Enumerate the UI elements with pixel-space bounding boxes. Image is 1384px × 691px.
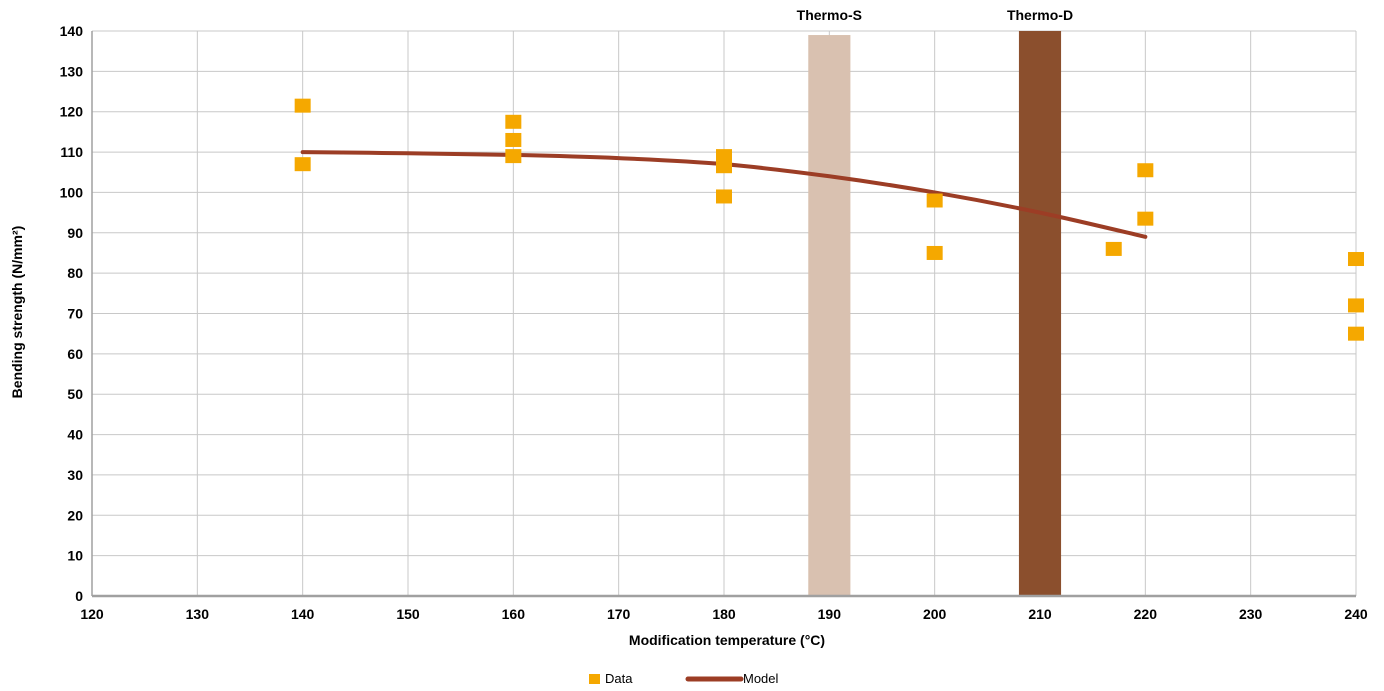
band-thermo-d — [1018, 31, 1062, 596]
y-tick-label: 40 — [67, 427, 83, 443]
y-tick-label: 20 — [67, 507, 83, 523]
x-tick-label: 190 — [818, 606, 842, 622]
y-tick-label: 60 — [67, 346, 83, 362]
data-point — [505, 149, 522, 164]
y-tick-label: 10 — [67, 548, 83, 564]
x-tick-label: 140 — [291, 606, 315, 622]
x-tick-label: 230 — [1239, 606, 1263, 622]
y-tick-label: 80 — [67, 265, 83, 281]
x-tick-label: 200 — [923, 606, 947, 622]
legend-data-marker — [589, 674, 600, 684]
y-tick-label: 120 — [60, 104, 84, 120]
y-tick-label: 70 — [67, 306, 83, 322]
y-axis-title: Bending strength (N/mm²) — [9, 226, 25, 399]
x-axis-title: Modification temperature (°C) — [629, 632, 825, 648]
grid — [91, 30, 1357, 596]
data-point — [716, 189, 732, 204]
data-point — [505, 114, 522, 129]
data-point — [716, 159, 732, 174]
legend-model-label: Model — [743, 671, 779, 686]
data-point — [1105, 241, 1122, 256]
x-tick-label: 240 — [1344, 606, 1368, 622]
legend: Data Model — [589, 671, 779, 686]
x-tick-label: 130 — [186, 606, 210, 622]
data-point — [1348, 326, 1364, 341]
data-point — [505, 132, 522, 147]
y-tick-label: 130 — [60, 63, 84, 79]
y-tick-label: 90 — [67, 225, 83, 241]
band-label: Thermo-D — [1007, 7, 1073, 23]
data-point — [926, 193, 943, 208]
data-point — [294, 157, 311, 172]
x-tick-label: 180 — [712, 606, 736, 622]
x-tick-label: 120 — [80, 606, 104, 622]
y-tick-label: 110 — [60, 144, 83, 160]
x-tick-label: 220 — [1134, 606, 1158, 622]
band-label: Thermo-S — [797, 7, 862, 23]
data-point — [926, 245, 943, 260]
x-tick-label: 160 — [502, 606, 526, 622]
x-tick-label: 150 — [396, 606, 420, 622]
legend-data-label: Data — [605, 671, 633, 686]
y-tick-label: 30 — [67, 467, 83, 483]
y-tick-label: 50 — [67, 386, 83, 402]
axes — [91, 31, 1356, 598]
x-tick-label: 210 — [1028, 606, 1052, 622]
data-series — [294, 98, 1364, 341]
data-point — [1137, 211, 1154, 226]
data-point — [1137, 163, 1154, 178]
y-tick-label: 140 — [60, 23, 84, 39]
y-tick-label: 0 — [75, 588, 83, 604]
x-tick-label: 170 — [607, 606, 631, 622]
tick-labels: 120 130 140 150 160 170 180 190 200 210 220 230 240 0… — [60, 23, 1368, 622]
data-point — [1348, 298, 1364, 313]
band-thermo-s — [808, 35, 851, 597]
data-point — [294, 98, 311, 113]
y-tick-label: 100 — [60, 184, 84, 200]
data-point — [1348, 252, 1364, 267]
bands: Thermo-S Thermo-D — [797, 7, 1073, 597]
